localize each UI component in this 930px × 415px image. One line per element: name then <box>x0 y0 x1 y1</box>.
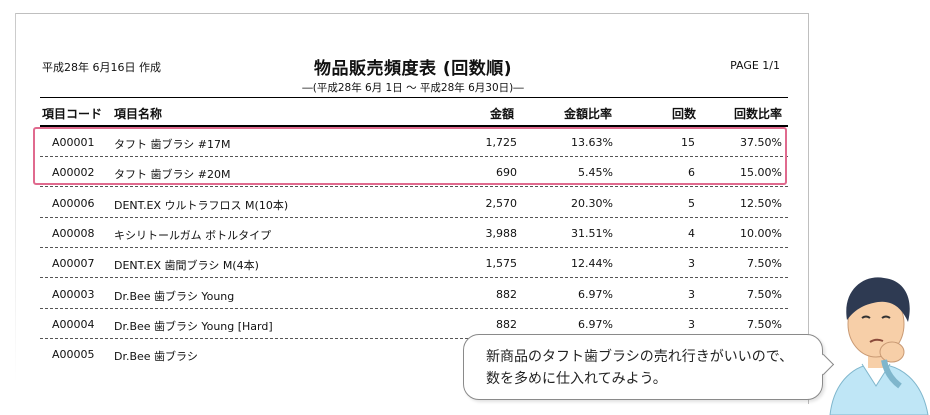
column-header-name: 項目名称 <box>114 107 163 121</box>
cell-count-ratio: 15.00% <box>740 166 782 179</box>
cell-name: タフト 歯ブラシ #20M <box>114 168 231 181</box>
cell-count-ratio: 37.50% <box>740 136 782 149</box>
cell-name: タフト 歯ブラシ #17M <box>114 138 231 151</box>
cell-name: Dr.Bee 歯ブラシ Young [Hard] <box>114 320 273 333</box>
page-number: PAGE 1/1 <box>730 59 780 72</box>
report-period: ―(平成28年 6月 1日 ～ 平成28年 6月30日)― <box>302 82 524 94</box>
cell-amount-ratio: 12.44% <box>571 257 613 270</box>
column-header-amount: 金額 <box>489 107 514 121</box>
header-top-rule <box>40 97 788 98</box>
cell-code: A00002 <box>52 166 95 179</box>
sheet-edge <box>15 13 16 383</box>
cell-code: A00001 <box>52 136 95 149</box>
cell-count: 3 <box>688 318 695 331</box>
cell-name: Dr.Bee 歯ブラシ <box>114 350 198 363</box>
cell-code: A00006 <box>52 197 95 210</box>
thinking-man-icon <box>829 277 929 415</box>
table-row: A00007 DENT.EX 歯間ブラシ M(4本) 1,575 12.44% … <box>40 248 788 278</box>
cell-code: A00008 <box>52 227 95 240</box>
highlight-frame <box>33 127 787 185</box>
cell-amount-ratio: 13.63% <box>571 136 613 149</box>
cell-amount: 3,988 <box>485 227 518 240</box>
speech-bubble: 新商品のタフト歯ブラシの売れ行きがいいので、 数を多めに仕入れてみよう。 <box>463 334 835 400</box>
row-divider <box>40 217 788 218</box>
cell-count: 15 <box>681 136 695 149</box>
cell-amount-ratio: 31.51% <box>571 227 613 240</box>
cell-amount-ratio: 20.30% <box>571 197 613 210</box>
cell-name: キシリトールガム ボトルタイプ <box>114 229 272 242</box>
cell-code: A00005 <box>52 348 95 361</box>
cell-count-ratio: 7.50% <box>747 288 782 301</box>
table-row: A00001 タフト 歯ブラシ #17M 1,725 13.63% 15 37.… <box>40 127 788 157</box>
column-header-count: 回数 <box>671 107 696 121</box>
cell-name: Dr.Bee 歯ブラシ Young <box>114 290 235 303</box>
table-row: A00002 タフト 歯ブラシ #20M 690 5.45% 6 15.00% <box>40 157 788 187</box>
created-date: 平成28年 6月16日 作成 <box>42 61 161 74</box>
column-header-amount-ratio: 金額比率 <box>563 107 612 121</box>
row-divider <box>40 277 788 278</box>
cell-amount: 882 <box>496 288 517 301</box>
cell-name: DENT.EX ウルトラフロス M(10本) <box>114 199 289 212</box>
cell-code: A00003 <box>52 288 95 301</box>
table-row: A00006 DENT.EX ウルトラフロス M(10本) 2,570 20.3… <box>40 188 788 218</box>
cell-count: 4 <box>688 227 695 240</box>
cell-code: A00004 <box>52 318 95 331</box>
cell-amount: 2,570 <box>485 197 518 210</box>
cell-amount-ratio: 6.97% <box>578 288 613 301</box>
report-title: 物品販売頻度表 (回数順) <box>314 59 512 79</box>
table-row: A00005 Dr.Bee 歯ブラシ <box>40 339 788 369</box>
cell-amount: 1,725 <box>485 136 518 149</box>
cell-count-ratio: 10.00% <box>740 227 782 240</box>
table-row: A00003 Dr.Bee 歯ブラシ Young 882 6.97% 3 7.5… <box>40 279 788 309</box>
cell-count: 6 <box>688 166 695 179</box>
cell-count: 5 <box>688 197 695 210</box>
row-divider <box>40 308 788 309</box>
cell-count-ratio: 12.50% <box>740 197 782 210</box>
row-divider <box>40 156 788 157</box>
header-bottom-rule <box>40 125 788 127</box>
cell-code: A00007 <box>52 257 95 270</box>
cell-count-ratio: 7.50% <box>747 318 782 331</box>
bubble-line-1: 新商品のタフト歯ブラシの売れ行きがいいので、 <box>486 349 794 365</box>
cell-amount: 882 <box>496 318 517 331</box>
bubble-line-2: 数を多めに仕入れてみよう。 <box>486 371 667 387</box>
cell-amount-ratio: 6.97% <box>578 318 613 331</box>
cell-amount: 690 <box>496 166 517 179</box>
row-divider <box>40 186 788 187</box>
cell-count: 3 <box>688 288 695 301</box>
row-divider <box>40 247 788 248</box>
column-header-code: 項目コード <box>42 107 103 121</box>
cell-count-ratio: 7.50% <box>747 257 782 270</box>
cell-count: 3 <box>688 257 695 270</box>
cell-name: DENT.EX 歯間ブラシ M(4本) <box>114 259 259 272</box>
cell-amount-ratio: 5.45% <box>578 166 613 179</box>
table-row: A00004 Dr.Bee 歯ブラシ Young [Hard] 882 6.97… <box>40 309 788 339</box>
table-row: A00008 キシリトールガム ボトルタイプ 3,988 31.51% 4 10… <box>40 218 788 248</box>
column-header-count-ratio: 回数比率 <box>733 107 782 121</box>
bubble-text: 新商品のタフト歯ブラシの売れ行きがいいので、 数を多めに仕入れてみよう。 <box>486 346 793 390</box>
row-divider <box>40 338 788 339</box>
cell-amount: 1,575 <box>485 257 518 270</box>
